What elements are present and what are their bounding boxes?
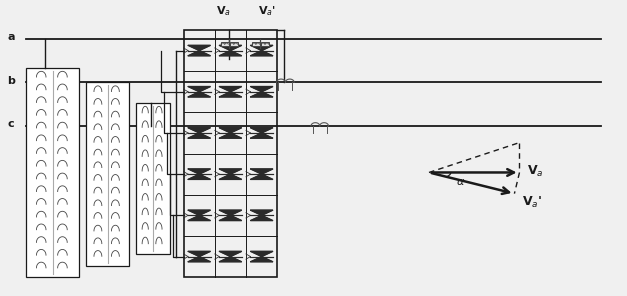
Bar: [184, 30, 277, 277]
Text: b: b: [7, 76, 14, 86]
Polygon shape: [219, 86, 242, 92]
Polygon shape: [188, 169, 211, 174]
Polygon shape: [188, 133, 211, 138]
Polygon shape: [250, 257, 273, 262]
Polygon shape: [250, 45, 273, 51]
Polygon shape: [219, 51, 242, 56]
Polygon shape: [219, 45, 242, 51]
Text: V$_a$': V$_a$': [522, 195, 542, 210]
Polygon shape: [188, 174, 211, 179]
Bar: [135, 103, 170, 254]
Polygon shape: [250, 51, 273, 56]
Polygon shape: [219, 215, 242, 221]
Text: a: a: [7, 32, 14, 42]
Polygon shape: [250, 215, 273, 221]
Text: α: α: [457, 177, 465, 187]
Polygon shape: [219, 251, 242, 257]
Text: c: c: [8, 120, 14, 129]
Polygon shape: [250, 86, 273, 92]
Text: V$_a$: V$_a$: [527, 163, 544, 178]
Bar: [86, 82, 129, 266]
Polygon shape: [250, 251, 273, 257]
Bar: [261, 42, 269, 46]
Polygon shape: [219, 133, 242, 138]
Bar: [252, 42, 260, 46]
Polygon shape: [250, 128, 273, 133]
Polygon shape: [250, 92, 273, 97]
Polygon shape: [219, 257, 242, 262]
Polygon shape: [250, 174, 273, 179]
Polygon shape: [188, 128, 211, 133]
Polygon shape: [188, 45, 211, 51]
Polygon shape: [188, 251, 211, 257]
Polygon shape: [219, 174, 242, 179]
Polygon shape: [188, 92, 211, 97]
Polygon shape: [188, 86, 211, 92]
Polygon shape: [250, 169, 273, 174]
Polygon shape: [188, 215, 211, 221]
Polygon shape: [219, 210, 242, 215]
Polygon shape: [219, 92, 242, 97]
Polygon shape: [188, 51, 211, 56]
Text: V$_a$': V$_a$': [258, 4, 276, 18]
Polygon shape: [219, 128, 242, 133]
Polygon shape: [219, 169, 242, 174]
Bar: [221, 42, 228, 46]
Polygon shape: [188, 257, 211, 262]
Bar: [230, 42, 238, 46]
Polygon shape: [250, 133, 273, 138]
Polygon shape: [250, 210, 273, 215]
Bar: [26, 68, 80, 277]
Polygon shape: [188, 210, 211, 215]
Text: V$_a$: V$_a$: [216, 4, 231, 18]
